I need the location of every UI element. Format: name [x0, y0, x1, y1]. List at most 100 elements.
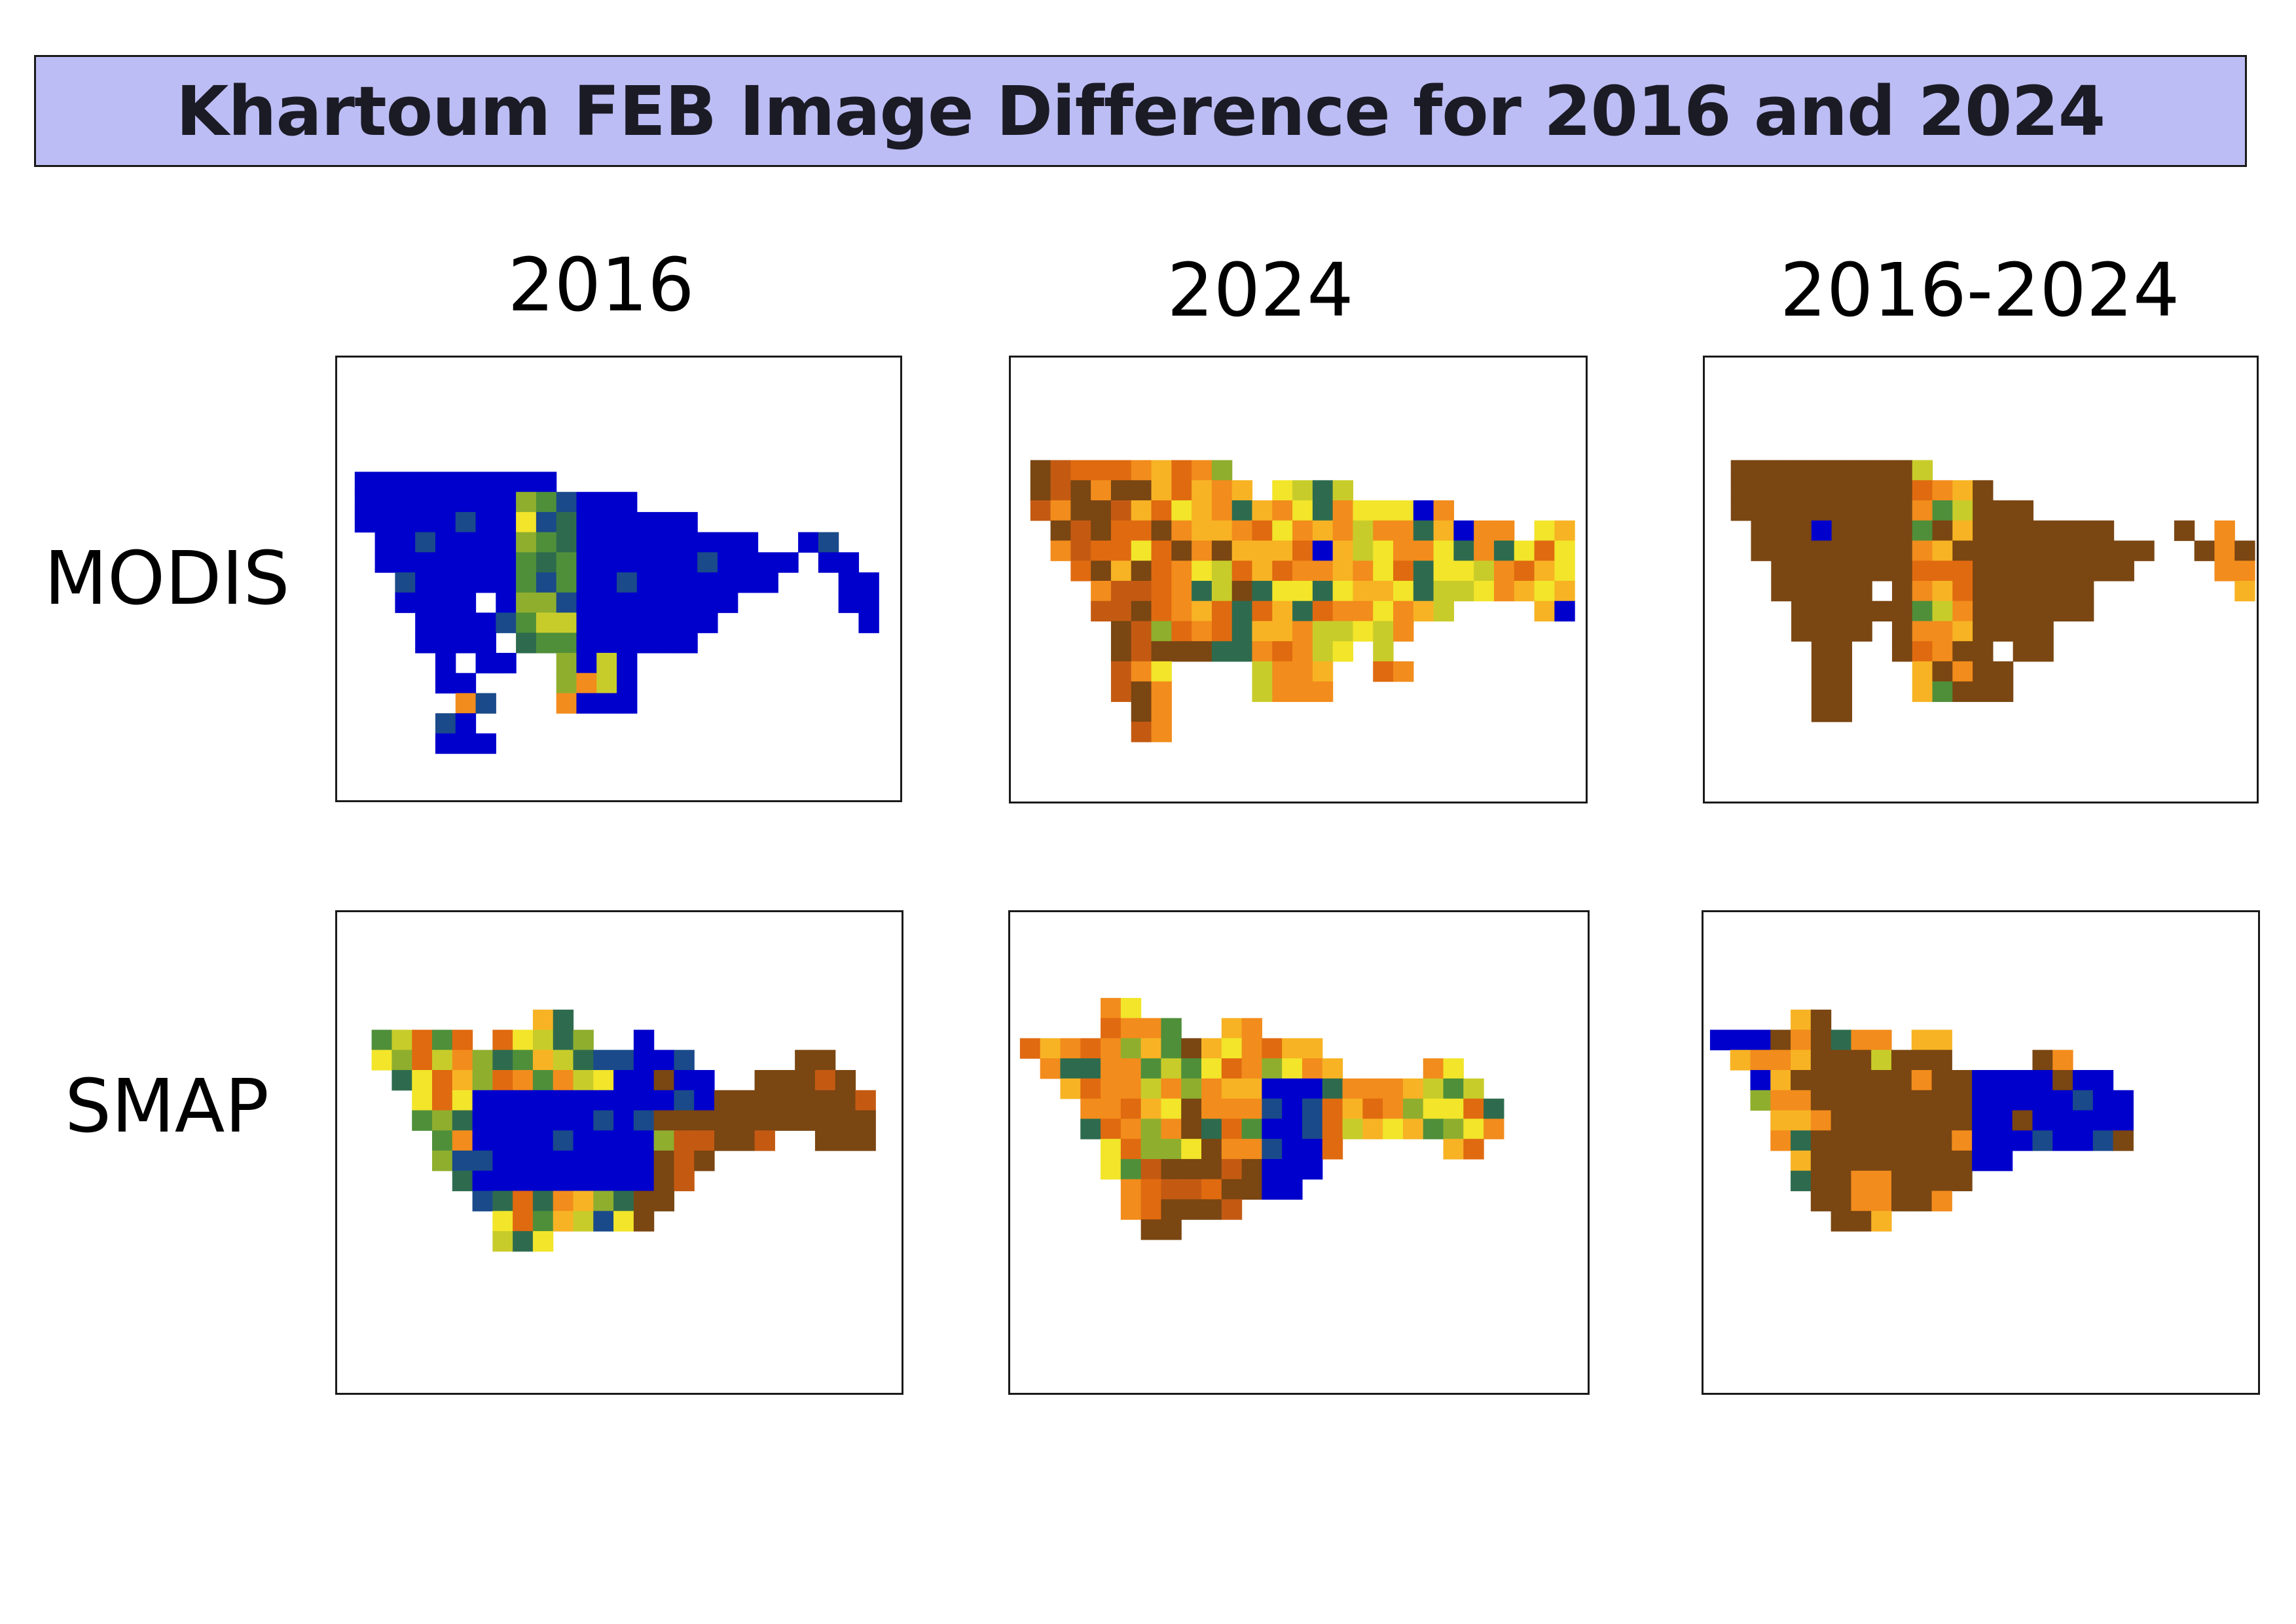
map-pixel — [1413, 540, 1434, 561]
map-pixel — [1514, 540, 1535, 561]
map-pixel — [452, 1070, 473, 1091]
map-pixel — [1241, 1078, 1262, 1099]
map-pixel — [1050, 480, 1071, 501]
map-pixel — [1201, 1179, 1222, 1200]
map-pixel — [677, 612, 698, 633]
map-image-smap-difference — [1709, 1009, 2134, 1232]
map-pixel — [1413, 500, 1434, 521]
map-pixel — [1770, 1090, 1791, 1111]
map-pixel — [2092, 1070, 2114, 1091]
map-pixel — [1891, 580, 1913, 602]
map-pixel — [1831, 561, 1852, 581]
map-pixel — [1070, 500, 1091, 521]
map-pixel — [1192, 540, 1212, 561]
map-pixel — [2073, 580, 2094, 602]
map-pixel — [556, 612, 577, 633]
map-pixel — [1181, 1179, 1202, 1200]
map-pixel — [2093, 520, 2115, 542]
map-pixel — [1241, 1158, 1262, 1180]
map-pixel — [1110, 641, 1132, 662]
map-pixel — [1040, 1058, 1061, 1079]
map-pixel — [1931, 1050, 1952, 1071]
map-pixel — [576, 532, 597, 553]
map-image-modis-2016 — [354, 471, 879, 754]
map-pixel — [1272, 580, 1293, 602]
map-pixel — [1353, 520, 1374, 542]
map-pixel — [2032, 1110, 2053, 1131]
map-pixel — [556, 673, 577, 694]
map-pixel — [814, 1050, 836, 1071]
map-pixel — [371, 1050, 393, 1071]
map-pixel — [593, 1090, 614, 1111]
map-pixel — [1992, 1090, 2013, 1111]
map-pixel — [573, 1110, 594, 1131]
map-pixel — [1730, 480, 1752, 501]
map-pixel — [1131, 480, 1152, 501]
map-pixel — [1060, 1058, 1081, 1079]
map-pixel — [2053, 580, 2074, 602]
map-pixel — [653, 1110, 675, 1131]
map-pixel — [694, 1110, 715, 1131]
map-pixel — [536, 633, 557, 654]
map-pixel — [1831, 1151, 1851, 1172]
map-pixel — [717, 532, 738, 553]
map-pixel — [452, 1050, 473, 1071]
map-pixel — [1101, 1018, 1121, 1039]
map-pixel — [1030, 460, 1051, 481]
map-pixel — [1373, 500, 1394, 521]
map-pixel — [1851, 1070, 1872, 1091]
map-pixel — [513, 1130, 534, 1151]
map-pixel — [1091, 540, 1112, 561]
map-pixel — [1992, 500, 2014, 521]
map-pixel — [516, 592, 537, 614]
map-pixel — [653, 1050, 675, 1071]
map-pixel — [1871, 1130, 1892, 1151]
map-pixel — [496, 592, 517, 614]
map-pixel — [2234, 540, 2255, 561]
map-pixel — [1770, 1029, 1791, 1050]
map-pixel — [431, 1151, 453, 1172]
map-pixel — [1851, 561, 1872, 581]
map-pixel — [1992, 520, 2014, 542]
map-pixel — [1192, 561, 1212, 581]
map-pixel — [536, 552, 557, 573]
map-pixel — [617, 592, 638, 614]
map-pixel — [1952, 1151, 1973, 1172]
map-pixel — [1771, 580, 1792, 602]
map-pixel — [2053, 561, 2074, 581]
map-pixel — [596, 633, 617, 654]
map-pixel — [492, 1110, 513, 1131]
map-pixel — [1791, 621, 1812, 642]
map-pixel — [513, 1029, 534, 1050]
map-pixel — [1060, 1078, 1081, 1099]
map-panel-smap-2016 — [335, 910, 903, 1395]
map-pixel — [697, 612, 718, 633]
map-pixel — [354, 471, 376, 492]
map-pixel — [1252, 600, 1273, 622]
map-pixel — [395, 471, 416, 492]
map-pixel — [1362, 1118, 1383, 1139]
map-pixel — [431, 1029, 453, 1050]
map-pixel — [593, 1130, 614, 1151]
map-pixel — [576, 511, 597, 533]
map-pixel — [1221, 1179, 1243, 1200]
map-pixel — [1140, 1158, 1162, 1180]
map-pixel — [1534, 540, 1555, 561]
map-pixel — [472, 1151, 493, 1172]
map-pixel — [452, 1110, 473, 1131]
map-pixel — [1211, 460, 1233, 481]
map-pixel — [392, 1029, 412, 1050]
map-pixel — [1030, 500, 1051, 521]
map-pixel — [1851, 1190, 1872, 1211]
map-pixel — [636, 633, 658, 654]
map-pixel — [1831, 701, 1852, 722]
map-pixel — [1791, 1110, 1812, 1131]
map-pixel — [1342, 1078, 1363, 1099]
map-pixel — [1872, 500, 1893, 521]
map-pixel — [1484, 1118, 1504, 1139]
map-pixel — [492, 1190, 513, 1211]
map-pixel — [1433, 580, 1454, 602]
map-pixel — [1252, 681, 1273, 702]
map-pixel — [1211, 520, 1233, 542]
map-pixel — [1110, 561, 1132, 581]
